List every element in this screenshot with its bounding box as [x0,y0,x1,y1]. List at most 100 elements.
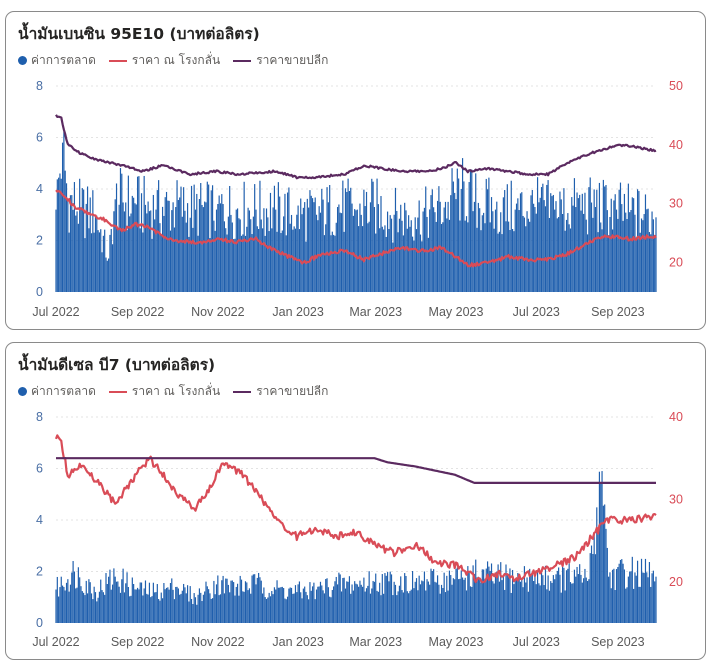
market-bar [154,592,156,623]
legend-item-retail[interactable]: ราคาขายปลีก [233,51,328,70]
market-bar [268,592,270,623]
market-bar [248,588,251,623]
legend-item-refinery[interactable]: ราคา ณ โรงกลั่น [108,51,221,70]
market-bar [101,252,103,292]
market-bar [250,593,252,623]
market-bar [418,575,420,623]
market-bar [438,584,440,623]
market-bar [573,178,576,292]
market-bar [411,236,414,292]
market-bar [558,217,560,292]
market-bar [530,575,532,623]
market-bar [252,216,254,292]
market-bar [654,581,656,623]
market-bar [247,590,249,623]
market-bar [234,238,236,292]
market-bar [165,587,168,623]
market-bar [531,572,533,623]
market-bar [379,582,381,623]
market-bar [346,581,348,623]
market-bar [246,226,248,292]
market-bar [168,589,170,623]
market-bar [333,586,335,623]
market-bar [398,218,401,292]
market-bar [402,235,404,292]
market-bar [389,215,391,292]
market-bar [276,231,278,292]
market-bar [427,581,429,623]
market-bar [634,214,636,292]
market-bar [513,231,515,292]
market-bar [273,185,276,292]
chart-panel-gasohol: น้ำมันเบนซิน 95E10 (บาทต่อลิตร) ค่าการตล… [5,11,706,330]
legend-label: ค่าการตลาด [31,53,96,67]
market-bar [363,577,365,623]
market-bar [405,210,407,292]
market-bar [372,181,374,292]
market-bar [354,581,356,623]
market-bar [451,584,453,623]
market-bar [129,596,131,623]
market-bar [519,193,522,292]
market-bar [583,213,585,292]
market-bar [248,210,251,292]
market-bar [173,227,176,292]
market-bar [277,587,279,623]
market-bar [115,581,118,623]
market-bar [629,212,631,292]
legend-item-retail[interactable]: ราคาขายปลีก [233,382,328,401]
market-bar [365,588,368,623]
refinery-price-line [55,189,657,268]
market-bar [481,569,483,623]
market-bar [581,582,583,623]
market-bar [396,210,398,292]
market-bar [315,214,318,292]
market-bar [85,580,87,623]
market-bar [102,235,104,292]
market-bar [327,587,329,623]
market-bar [522,587,524,623]
market-bar [580,574,582,623]
legend-dot-icon [18,56,27,65]
market-bar [483,569,485,623]
market-bar [572,205,574,292]
market-bar [150,210,152,292]
retail-price-line [56,457,656,484]
market-bar [171,210,173,292]
market-bar [90,593,93,623]
market-bar [205,202,207,292]
market-bar [423,571,426,623]
market-bar [65,183,68,292]
market-bar [464,220,466,292]
y-right-tick-label: 40 [669,410,683,424]
market-bar [64,170,66,292]
legend-item-market[interactable]: ค่าการตลาด [18,382,96,401]
market-bar [496,571,498,623]
market-bar [130,213,132,292]
market-bar [623,193,626,292]
market-bar [618,189,620,292]
legend-label: ราคา ณ โรงกลั่น [131,53,221,67]
market-bar [222,204,224,292]
market-bar [348,576,351,623]
market-bar [576,566,578,623]
market-bar [96,215,98,292]
market-bar [569,582,572,623]
market-bar [327,202,329,292]
legend-item-refinery[interactable]: ราคา ณ โรงกลั่น [108,382,220,401]
market-bar [502,574,504,623]
market-bar [201,204,203,292]
market-bar [115,183,118,292]
market-bar [431,571,433,623]
market-bar [363,189,365,292]
market-bar [502,197,504,292]
legend-item-market[interactable]: ค่าการตลาด [18,51,96,70]
market-bar [336,584,339,623]
market-bar [365,191,368,292]
market-bar [654,235,656,292]
market-bar [125,583,127,623]
y-left-tick-label: 0 [36,616,43,630]
market-bar [479,208,481,292]
market-bar [156,190,158,292]
market-bar [564,230,566,292]
